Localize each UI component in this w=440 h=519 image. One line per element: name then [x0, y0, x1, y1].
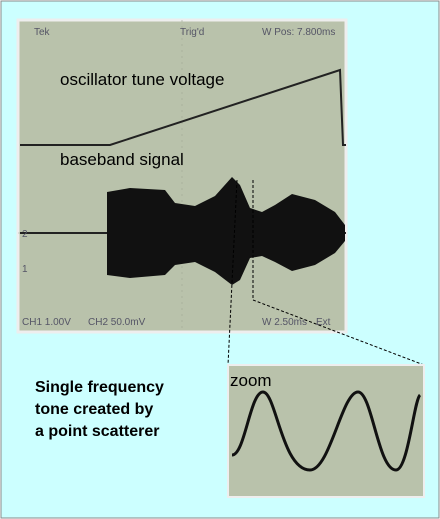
- trace-label: oscillator tune voltage: [60, 70, 224, 89]
- zoom-sine: [231, 390, 422, 472]
- footer-text: W 2.50ms: [262, 317, 307, 328]
- header-text: Tek: [34, 27, 51, 38]
- zoom-box: [227, 364, 425, 498]
- zoom-lines: [227, 179, 425, 366]
- caption-line: Single frequency: [35, 379, 164, 396]
- footer-text: Ext: [316, 317, 331, 328]
- trace-label: baseband signal: [60, 150, 184, 169]
- channel-marker: 1: [22, 264, 28, 275]
- header-text: W Pos: 7.800ms: [262, 27, 335, 38]
- caption-line: a point scatterer: [35, 423, 159, 440]
- footer-text: CH1 1.00V: [22, 317, 71, 328]
- tune-voltage-trace: [20, 68, 346, 146]
- zoom-label: zoom: [230, 371, 272, 390]
- channel-marker: 2: [22, 229, 28, 240]
- header-text: Trig'd: [180, 27, 204, 38]
- caption-line: tone created by: [35, 401, 153, 418]
- footer-text: CH2 50.0mV: [88, 317, 146, 328]
- baseband-envelope: [107, 177, 345, 285]
